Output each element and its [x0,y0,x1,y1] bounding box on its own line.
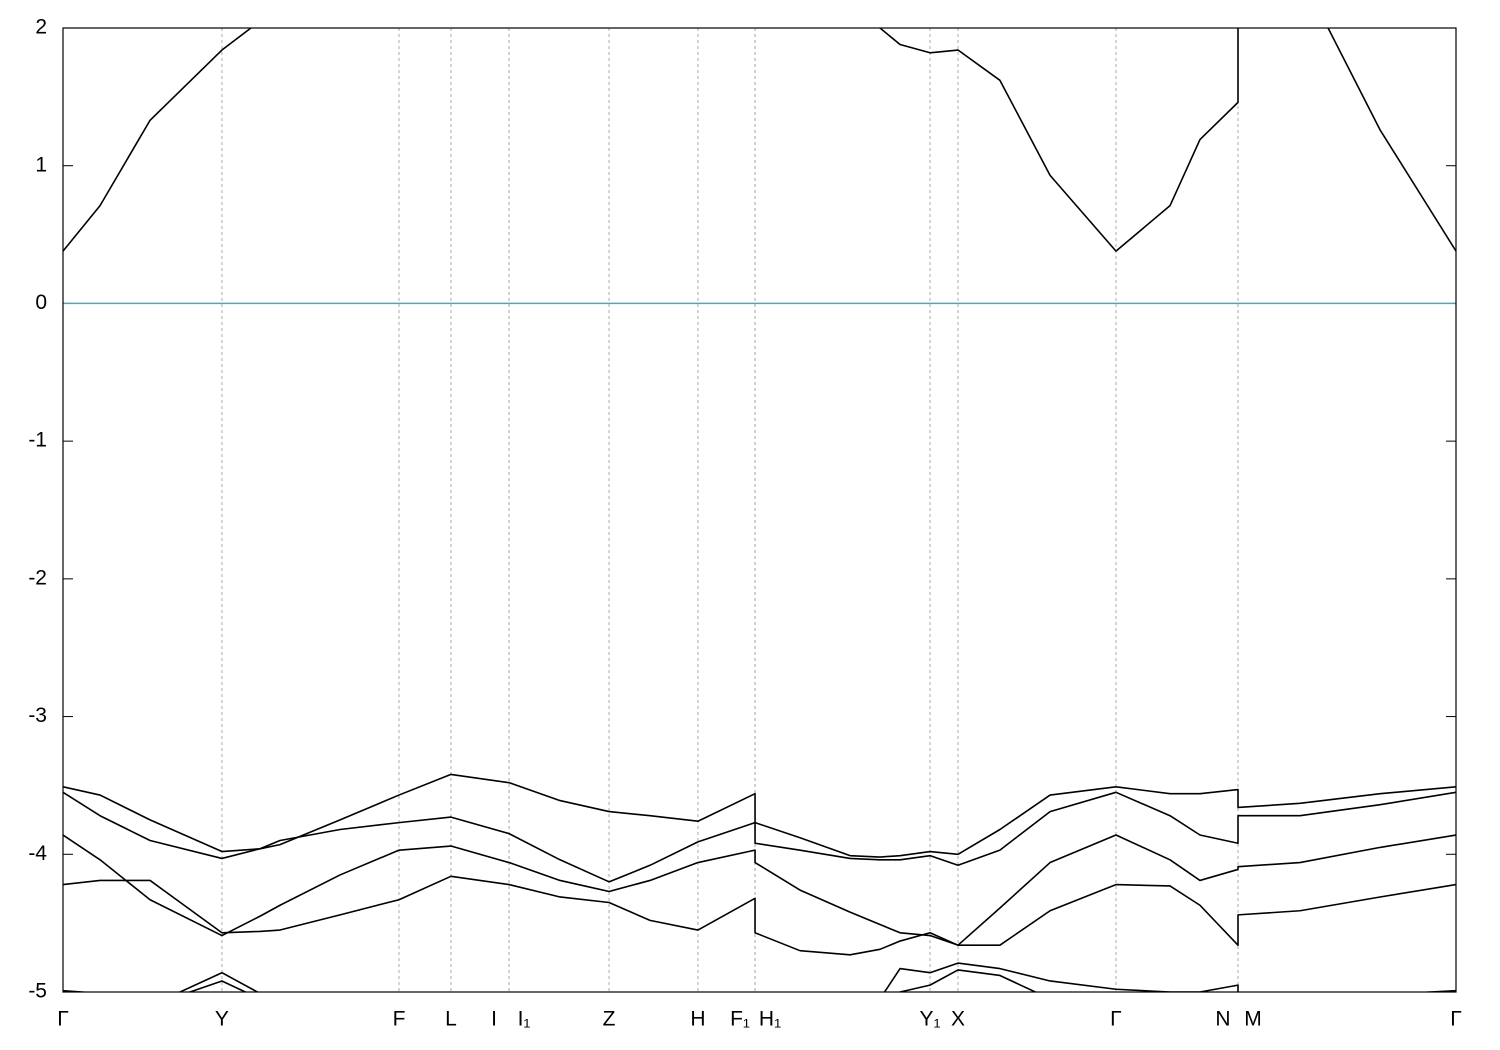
band-line [63,962,1456,992]
plot-frame [62,27,1457,993]
x-tick-label: H [690,1008,705,1031]
band-line [63,773,1456,858]
x-tick-label: Z [603,1008,616,1031]
x-tick-label: Γ [57,1008,69,1031]
x-tick-label: I [491,1008,497,1031]
x-tick-label: N [1215,1008,1230,1031]
y-tick-label: 0 [35,291,47,314]
x-tick-label: F₁ [730,1008,750,1031]
y-tick-label: 1 [35,153,47,176]
x-tick-label: I₁ [518,1008,531,1031]
band-line [63,28,1456,252]
y-tick-label: 2 [35,16,47,39]
y-tick-label: -5 [28,980,47,1003]
x-tick-label: Γ [1110,1008,1122,1031]
x-tick-label: Y₁ [919,1008,940,1031]
y-tick-label: -3 [28,704,47,727]
band-line [63,834,1456,946]
y-tick-label: -2 [28,566,47,589]
x-tick-label: L [445,1008,457,1031]
y-tick-label: -1 [28,429,47,452]
x-tick-label: F [393,1008,406,1031]
band-line [187,969,1038,992]
x-tick-label: M [1244,1008,1262,1031]
band-line [63,791,1456,883]
x-tick-label: X [951,1008,965,1031]
band-line [63,875,1456,956]
y-tick-label: -4 [28,842,47,865]
x-tick-label: H₁ [759,1008,781,1031]
bands [63,28,1456,992]
x-tick-label: Y [215,1008,229,1031]
x-tick-label: Γ [1450,1008,1462,1031]
